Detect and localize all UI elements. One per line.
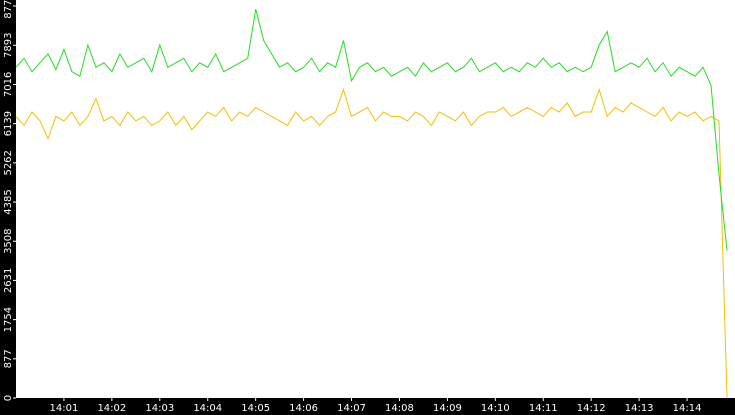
x-tick-label: 14:14 bbox=[673, 403, 702, 414]
x-tick-label: 14:07 bbox=[337, 403, 366, 414]
y-tick-label: 877 bbox=[3, 349, 14, 368]
x-tick-label: 14:02 bbox=[97, 403, 126, 414]
x-tick-label: 14:08 bbox=[385, 403, 414, 414]
x-tick-label: 14:04 bbox=[193, 403, 222, 414]
x-tick-label: 14:09 bbox=[433, 403, 462, 414]
x-tick-label: 14:03 bbox=[145, 403, 174, 414]
x-tick-label: 14:13 bbox=[625, 403, 654, 414]
y-tick-label: 7016 bbox=[3, 72, 14, 97]
y-tick-label: 5262 bbox=[3, 150, 14, 175]
x-tick-label: 14:11 bbox=[529, 403, 558, 414]
y-tick-label: 2631 bbox=[3, 268, 14, 293]
y-tick-label: 4385 bbox=[3, 189, 14, 214]
x-axis-band bbox=[0, 398, 735, 415]
y-tick-label: 0 bbox=[3, 395, 14, 401]
y-axis-band bbox=[0, 0, 16, 415]
x-tick-label: 14:12 bbox=[577, 403, 606, 414]
y-tick-label: 1754 bbox=[3, 307, 14, 332]
x-tick-label: 14:01 bbox=[50, 403, 79, 414]
y-tick-label: 6139 bbox=[3, 111, 14, 136]
series-line bbox=[15, 9, 728, 251]
y-tick-label: 8771 bbox=[3, 0, 14, 19]
series-line bbox=[15, 87, 728, 399]
y-tick-label: 7893 bbox=[3, 33, 14, 58]
y-tick-label: 3508 bbox=[3, 228, 14, 253]
x-tick-label: 14:05 bbox=[241, 403, 270, 414]
x-tick-label: 14:10 bbox=[481, 403, 510, 414]
x-tick-label: 14:06 bbox=[289, 403, 318, 414]
